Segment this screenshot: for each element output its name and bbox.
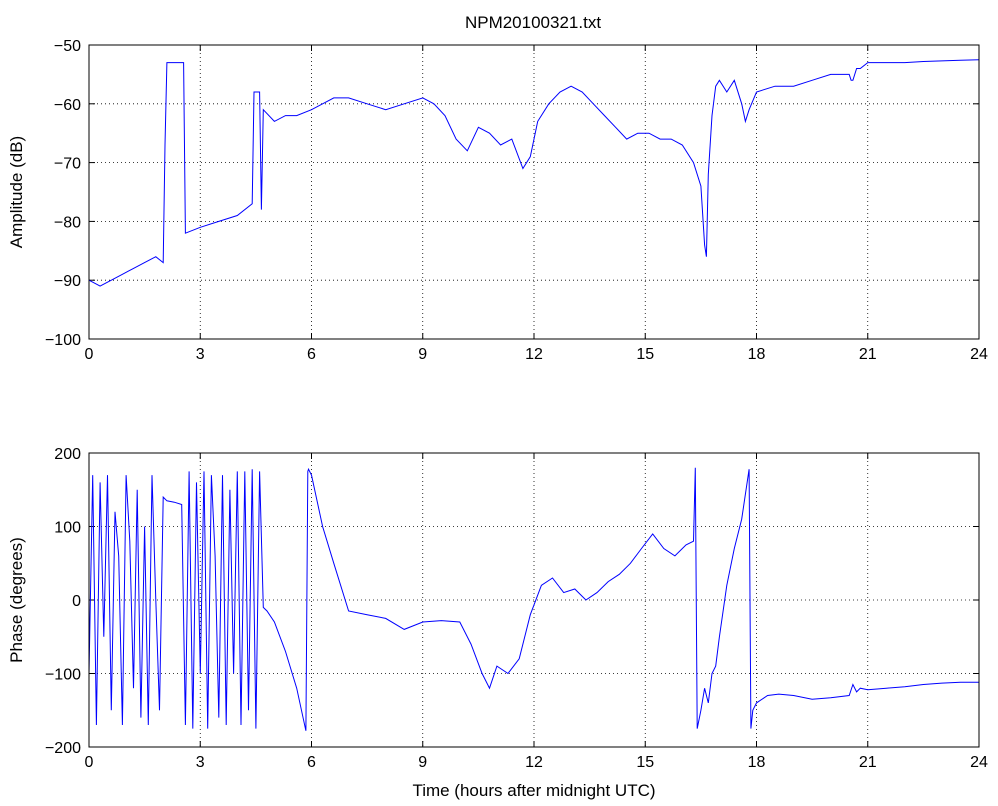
phase-y-tick-label: 200: [54, 446, 81, 463]
phase-y-axis-label: Phase (degrees): [7, 537, 26, 663]
phase-x-tick-label: 18: [748, 754, 766, 771]
phase-x-tick-label: 3: [196, 754, 205, 771]
amplitude-series-line: [88, 59, 980, 287]
amplitude-y-tick-label: −60: [54, 97, 81, 114]
amplitude-gridlines: [89, 45, 979, 339]
amplitude-tick-labels: 0 3 6 9 12 15 18 21 24 −100 −90 −80 −70 −60 −50: [45, 38, 988, 363]
chart-title: NPM20100321.txt: [465, 13, 601, 32]
phase-x-tick-label: 9: [418, 754, 427, 771]
phase-x-tick-label: 6: [307, 754, 316, 771]
phase-x-tick-label: 12: [525, 754, 543, 771]
amplitude-x-tick-label: 12: [525, 346, 543, 363]
phase-x-tick-label: 0: [85, 754, 94, 771]
amplitude-x-tick-label: 21: [859, 346, 877, 363]
amplitude-x-tick-label: 15: [636, 346, 654, 363]
phase-panel: 0 3 6 9 12 15 18 21 24 −200 −100 0 100 200 Phase (deg…: [7, 446, 988, 771]
amplitude-y-axis-label: Amplitude (dB): [7, 136, 26, 248]
phase-y-tick-label: −100: [45, 667, 81, 684]
amplitude-x-tick-label: 18: [748, 346, 766, 363]
amplitude-x-tick-label: 9: [418, 346, 427, 363]
amplitude-y-tick-label: −80: [54, 214, 81, 231]
amplitude-panel: 0 3 6 9 12 15 18 21 24 −100 −90 −80 −70 −60 −50 Amplit…: [7, 38, 988, 363]
amplitude-y-tick-label: −50: [54, 38, 81, 55]
amplitude-x-tick-label: 6: [307, 346, 316, 363]
amplitude-x-tick-label: 3: [196, 346, 205, 363]
phase-tick-labels: 0 3 6 9 12 15 18 21 24 −200 −100 0 100 200: [45, 446, 988, 771]
phase-gridlines: [89, 453, 979, 747]
x-axis-label: Time (hours after midnight UTC): [412, 781, 655, 800]
phase-axes-box: [88, 452, 980, 748]
phase-x-tick-label: 24: [970, 754, 988, 771]
amplitude-y-tick-label: −100: [45, 332, 81, 349]
amplitude-axes-box: [88, 44, 980, 340]
phase-series-line: [88, 467, 979, 731]
phase-x-tick-label: 21: [859, 754, 877, 771]
phase-x-tick-label: 15: [636, 754, 654, 771]
amplitude-x-tick-label: 0: [85, 346, 94, 363]
amplitude-y-tick-label: −90: [54, 273, 81, 290]
amplitude-x-tick-label: 24: [970, 346, 988, 363]
phase-y-tick-label: 0: [72, 593, 81, 610]
phase-y-tick-label: 100: [54, 520, 81, 537]
phase-y-tick-label: −200: [45, 740, 81, 757]
amplitude-y-tick-label: −70: [54, 156, 81, 173]
